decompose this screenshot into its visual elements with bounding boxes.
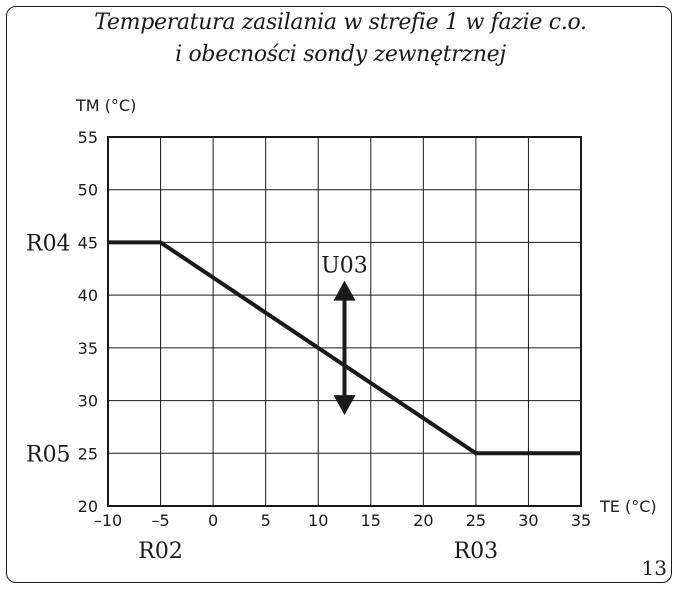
page-number: 13 [641, 556, 667, 580]
chart-title-line-1: Temperatura zasilania w strefie 1 w fazi… [94, 10, 587, 35]
r02-label: R02 [138, 539, 183, 564]
x-axis-label: TE (°C) [599, 497, 657, 516]
y-axis-label: TM (°C) [75, 96, 136, 115]
series-line [108, 240, 581, 456]
u03-arrow-head-up [333, 280, 356, 301]
r04-label: R04 [26, 231, 71, 256]
y-tick-label: 55 [78, 128, 98, 147]
x-tick-label: 5 [261, 511, 271, 530]
x-tick-label: 25 [466, 511, 486, 530]
series [108, 240, 581, 456]
y-tick-label: 50 [78, 181, 98, 200]
x-tick-label: 35 [571, 511, 591, 530]
x-tick-label: 30 [518, 511, 538, 530]
x-tick-label: 0 [208, 511, 218, 530]
r03-label: R03 [454, 539, 499, 564]
y-tick-label: 20 [78, 497, 98, 516]
plot-border [107, 136, 582, 507]
u03-label: U03 [321, 254, 368, 279]
x-tick-label: 10 [308, 511, 328, 530]
x-tick-label: 15 [361, 511, 381, 530]
y-tick-label: 30 [78, 392, 98, 411]
tick-labels: –10 –5 0 5 10 15 20 25 30 35 20 25 30 35 40 45 50 55 [78, 128, 592, 530]
y-tick-label: 35 [78, 339, 98, 358]
x-tick-label: –10 [94, 511, 122, 530]
x-tick-label: –5 [151, 511, 169, 530]
page-frame [6, 6, 672, 583]
y-tick-label: 45 [78, 233, 98, 252]
r05-label: R05 [26, 442, 71, 467]
chart-title-line-2: i obecności sondy zewnętrznej [175, 42, 506, 67]
y-tick-label: 25 [78, 444, 98, 463]
y-tick-label: 40 [78, 286, 98, 305]
x-tick-label: 20 [413, 511, 433, 530]
annotations: R04 R05 R02 R03 U03 [26, 231, 498, 564]
u03-arrow-head-down [333, 395, 356, 416]
